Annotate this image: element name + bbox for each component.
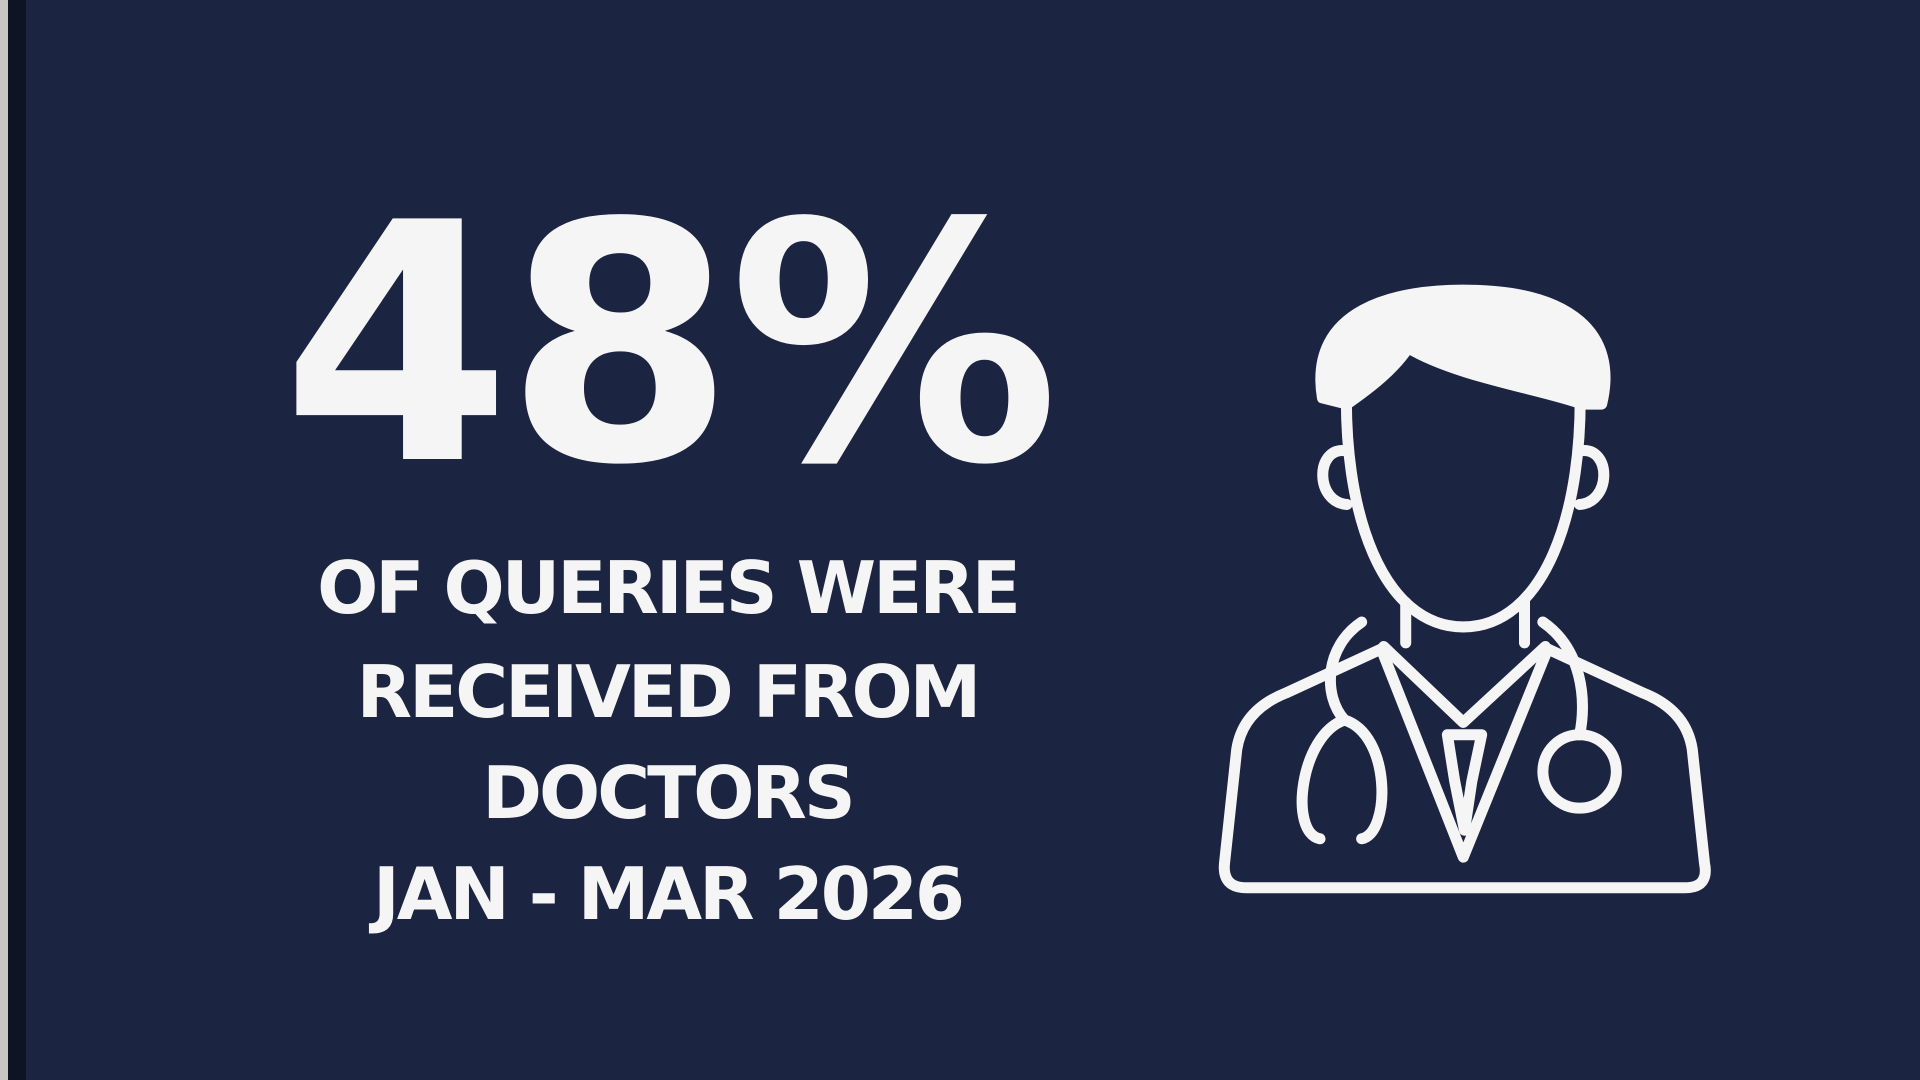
border [0, 0, 8, 1080]
stat-value: 48% [281, 153, 1060, 537]
caption-line: JAN - MAR 2026 [372, 852, 965, 936]
caption-line: DOCTORS [482, 751, 855, 835]
caption-line: OF QUERIES WERE [317, 546, 1021, 630]
caption-line: RECEIVED FROM [356, 650, 982, 734]
border [8, 0, 26, 1080]
